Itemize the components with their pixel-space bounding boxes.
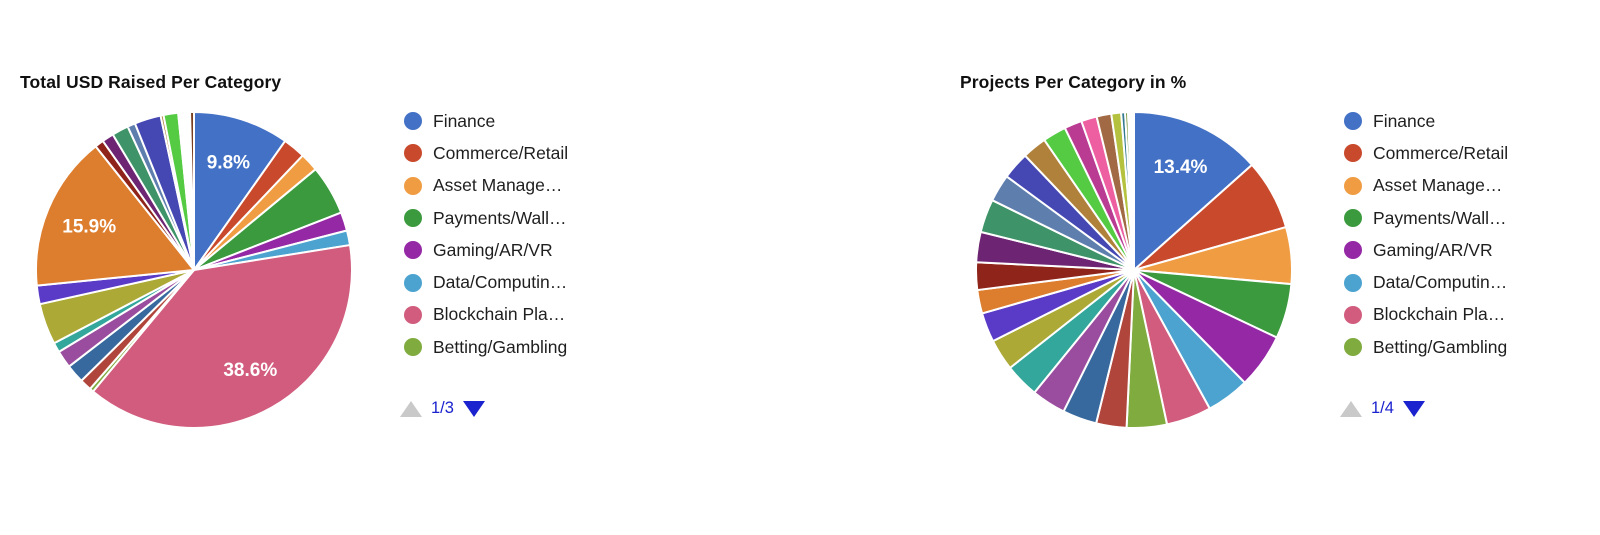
legend-item-label: Betting/Gambling — [433, 336, 568, 357]
legend-page-indicator: 1/4 — [1371, 399, 1394, 417]
legend-item-label: Blockchain Pla… — [433, 304, 566, 325]
legend-item-label: Asset Manage… — [1373, 175, 1503, 196]
legend-pager: 1/4 — [1340, 399, 1425, 418]
legend-swatch-icon — [1344, 176, 1362, 195]
legend: Finance Commerce/Retail Asset Manage… Payme… — [1344, 105, 1508, 363]
legend-item-label: Payments/Wall… — [1373, 207, 1507, 228]
chart-title: Projects Per Category in % — [960, 71, 1187, 92]
pie-chart-projects[interactable]: 13.4% — [964, 100, 1304, 440]
legend-item-label: Finance — [433, 110, 496, 131]
legend-item-payments-wall: Payments/Wall… — [1344, 202, 1508, 234]
legend-item-label: Asset Manage… — [433, 175, 563, 196]
pie-slice[interactable] — [1131, 110, 1135, 271]
pie-slice-finance[interactable] — [193, 111, 287, 271]
legend-item-label: Data/Computin… — [1373, 272, 1508, 293]
legend-item-label: Commerce/Retail — [433, 142, 569, 163]
legend-page-down-icon[interactable] — [1402, 400, 1425, 417]
legend-item-commerce-retail: Commerce/Retail — [1344, 137, 1508, 169]
legend-item-commerce-retail: Commerce/Retail — [404, 137, 568, 169]
pie-slice-blockchain-pla[interactable] — [91, 244, 353, 429]
chart-projects-per-category: Projects Per Category in % 13.4% Finance… — [960, 0, 1600, 535]
legend-swatch-icon — [1344, 273, 1362, 292]
legend-item-label: Blockchain Pla… — [1373, 304, 1506, 325]
legend-item-gaming-ar-vr: Gaming/AR/VR — [1344, 234, 1508, 266]
legend: Finance Commerce/Retail Asset Manage… Payme… — [404, 105, 568, 363]
legend-swatch-icon — [1344, 338, 1362, 357]
legend-swatch-icon — [1344, 209, 1362, 228]
legend-item-label: Payments/Wall… — [433, 207, 567, 228]
legend-item-asset-manage: Asset Manage… — [404, 170, 568, 202]
legend-item-label: Finance — [1373, 110, 1436, 131]
pie-slice-percentage-label: 15.9% — [62, 217, 116, 238]
legend-swatch-icon — [1344, 144, 1362, 163]
legend-item-betting-gambling: Betting/Gambling — [404, 331, 568, 363]
legend-item-asset-manage: Asset Manage… — [1344, 170, 1508, 202]
legend-item-label: Data/Computin… — [433, 272, 568, 293]
legend-swatch-icon — [404, 112, 422, 131]
legend-item-label: Betting/Gambling — [1373, 336, 1508, 357]
legend-swatch-icon — [404, 273, 422, 292]
legend-item-data-computin: Data/Computin… — [1344, 266, 1508, 298]
legend-swatch-icon — [404, 176, 422, 195]
legend-item-label: Gaming/AR/VR — [433, 239, 553, 260]
pie-chart-usd-raised[interactable]: 9.8% 38.6% 15.9% — [24, 100, 364, 440]
pie-slice-percentage-label: 9.8% — [207, 153, 250, 174]
chart-usd-raised-per-category: Total USD Raised Per Category 9.8% 38.6% 1… — [20, 0, 660, 535]
pie-slice-percentage-label: 38.6% — [223, 360, 277, 381]
legend-item-label: Commerce/Retail — [1373, 142, 1509, 163]
legend-item-payments-wall: Payments/Wall… — [404, 202, 568, 234]
legend-item-data-computin: Data/Computin… — [404, 266, 568, 298]
legend-swatch-icon — [1344, 112, 1362, 131]
legend-swatch-icon — [1344, 305, 1362, 324]
legend-swatch-icon — [404, 209, 422, 228]
legend-item-finance: Finance — [404, 105, 568, 137]
legend-item-label: Gaming/AR/VR — [1373, 239, 1493, 260]
legend-page-up-icon[interactable] — [400, 400, 422, 417]
legend-item-blockchain-pla: Blockchain Pla… — [404, 299, 568, 331]
legend-swatch-icon — [404, 305, 422, 324]
legend-page-down-icon[interactable] — [462, 400, 485, 417]
legend-page-indicator: 1/3 — [431, 399, 454, 417]
pie-slice-finance[interactable] — [1133, 111, 1253, 271]
legend-item-betting-gambling: Betting/Gambling — [1344, 331, 1508, 363]
legend-swatch-icon — [404, 338, 422, 357]
legend-pager: 1/3 — [400, 399, 485, 418]
legend-item-blockchain-pla: Blockchain Pla… — [1344, 299, 1508, 331]
pie-slice[interactable] — [189, 111, 195, 271]
legend-item-gaming-ar-vr: Gaming/AR/VR — [404, 234, 568, 266]
chart-title: Total USD Raised Per Category — [20, 71, 282, 92]
legend-swatch-icon — [404, 241, 422, 260]
legend-page-up-icon[interactable] — [1340, 400, 1362, 417]
pie-slice-percentage-label: 13.4% — [1154, 157, 1208, 178]
legend-swatch-icon — [404, 144, 422, 163]
legend-item-finance: Finance — [1344, 105, 1508, 137]
legend-swatch-icon — [1344, 241, 1362, 260]
pie-slice[interactable] — [35, 145, 195, 287]
